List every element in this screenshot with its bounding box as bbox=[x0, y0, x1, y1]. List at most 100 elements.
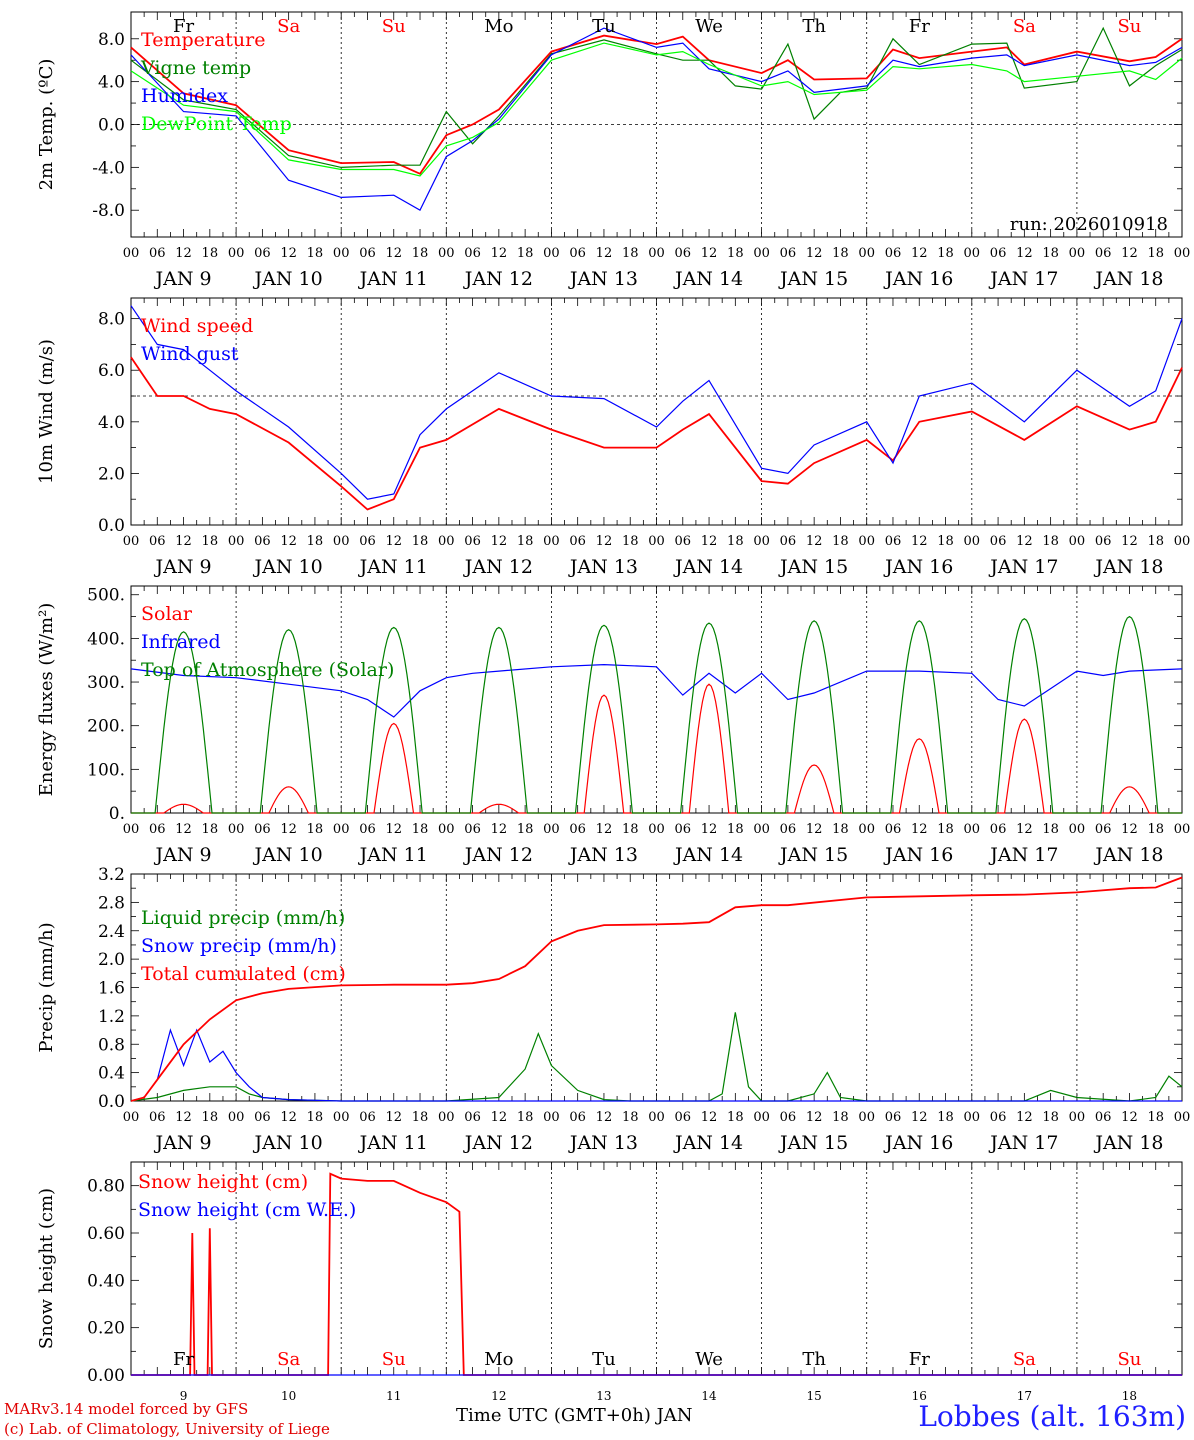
date-label: JAN 13 bbox=[568, 844, 638, 866]
hour-tick-label: 00 bbox=[543, 246, 560, 261]
hour-tick-label: 12 bbox=[1121, 534, 1138, 549]
panel-temp bbox=[130, 11, 1183, 238]
date-label: JAN 11 bbox=[358, 1132, 428, 1154]
weekday-label: Th bbox=[802, 16, 826, 37]
hour-tick-label: 06 bbox=[885, 1110, 902, 1125]
hour-tick-label: 00 bbox=[753, 534, 770, 549]
hour-tick-label: 06 bbox=[569, 534, 586, 549]
hour-tick-label: 00 bbox=[123, 822, 140, 837]
hour-tick-label: 00 bbox=[858, 1110, 875, 1125]
precip-ytick-label: 3.2 bbox=[98, 865, 125, 885]
weekday-label: Su bbox=[382, 1349, 406, 1370]
hour-tick-label: 12 bbox=[491, 246, 508, 261]
location-title: Lobbes (alt. 163m) bbox=[918, 1400, 1186, 1433]
hour-tick-label: 12 bbox=[806, 822, 823, 837]
hour-tick-label: 12 bbox=[385, 246, 402, 261]
hour-tick-label: 12 bbox=[280, 534, 297, 549]
hour-tick-label: 18 bbox=[412, 246, 429, 261]
hour-tick-label: 18 bbox=[517, 822, 534, 837]
date-label: JAN 18 bbox=[1093, 268, 1163, 290]
hour-tick-label: 06 bbox=[1095, 534, 1112, 549]
hour-tick-label: 12 bbox=[1121, 246, 1138, 261]
hour-tick-label: 06 bbox=[254, 534, 271, 549]
hour-tick-label: 00 bbox=[333, 822, 350, 837]
precip-y-axis-label: Precip (mm/h) bbox=[36, 922, 57, 1052]
hour-tick-label: 18 bbox=[412, 1110, 429, 1125]
hour-tick-label: 18 bbox=[307, 822, 324, 837]
hour-tick-label: 12 bbox=[280, 822, 297, 837]
flux-series-0 bbox=[131, 683, 1182, 814]
weekday-label: Su bbox=[1117, 16, 1141, 37]
hour-tick-label: 06 bbox=[254, 246, 271, 261]
precip-series-1 bbox=[130, 1028, 1182, 1102]
snow-ytick-label: 0.00 bbox=[87, 1366, 125, 1386]
hour-tick-label: 18 bbox=[622, 534, 639, 549]
temp-legend-2: Humidex bbox=[141, 85, 228, 107]
hour-tick-label: 00 bbox=[648, 534, 665, 549]
temp-ytick-label: -8.0 bbox=[92, 201, 125, 221]
wind-series-1 bbox=[130, 305, 1183, 500]
hour-tick-label: 12 bbox=[596, 534, 613, 549]
day-number-label: 14 bbox=[701, 1389, 717, 1403]
hour-tick-label: 12 bbox=[911, 534, 928, 549]
hour-tick-label: 12 bbox=[1121, 1110, 1138, 1125]
hour-tick-label: 18 bbox=[937, 822, 954, 837]
precip-ytick-label: 1.6 bbox=[98, 979, 125, 999]
hour-tick-label: 06 bbox=[885, 246, 902, 261]
hour-tick-label: 18 bbox=[622, 822, 639, 837]
weekday-label: Tu bbox=[592, 16, 616, 37]
hour-tick-label: 12 bbox=[1016, 822, 1033, 837]
hour-tick-label: 06 bbox=[569, 246, 586, 261]
hour-tick-label: 06 bbox=[569, 1110, 586, 1125]
day-number-label: 12 bbox=[491, 1389, 506, 1403]
hour-tick-label: 00 bbox=[228, 534, 245, 549]
flux-y-axis-label: Energy fluxes (W/m²) bbox=[36, 603, 57, 797]
hour-tick-label: 12 bbox=[491, 534, 508, 549]
temp-legend-0: Temperature bbox=[141, 29, 265, 51]
panel-snow bbox=[130, 1161, 1183, 1376]
hour-tick-label: 12 bbox=[491, 1110, 508, 1125]
precip-legend-0: Liquid precip (mm/h) bbox=[141, 907, 345, 929]
hour-tick-label: 06 bbox=[1095, 822, 1112, 837]
precip-ytick-label: 2.8 bbox=[98, 893, 125, 913]
weekday-label: We bbox=[695, 16, 723, 37]
hour-tick-label: 00 bbox=[123, 1110, 140, 1125]
temp-series-0 bbox=[130, 34, 1183, 175]
precip-legend-2: Total cumulated (cm) bbox=[141, 963, 346, 985]
flux-ytick-label: 0. bbox=[109, 804, 125, 824]
snow-ytick-label: 0.60 bbox=[87, 1224, 125, 1244]
date-label: JAN 11 bbox=[358, 844, 428, 866]
snow-legend-1: Snow height (cm W.E.) bbox=[138, 1199, 356, 1221]
hour-tick-label: 00 bbox=[333, 534, 350, 549]
hour-tick-label: 00 bbox=[1174, 534, 1191, 549]
day-number-label: 9 bbox=[180, 1389, 188, 1403]
hour-tick-label: 12 bbox=[806, 246, 823, 261]
date-label: JAN 15 bbox=[778, 1132, 848, 1154]
hour-tick-label: 18 bbox=[202, 1110, 219, 1125]
day-number-label: 17 bbox=[1017, 1389, 1032, 1403]
snow-legend-0: Snow height (cm) bbox=[138, 1171, 308, 1193]
flux-legend-0: Solar bbox=[141, 603, 193, 625]
weekday-label: Sa bbox=[1013, 1349, 1036, 1370]
date-label: JAN 9 bbox=[154, 268, 212, 290]
flux-series-1 bbox=[130, 663, 1183, 718]
weekday-label: Fr bbox=[909, 16, 930, 37]
hour-tick-label: 18 bbox=[937, 246, 954, 261]
date-label: JAN 14 bbox=[673, 844, 743, 866]
wind-frame bbox=[130, 297, 1183, 526]
hour-tick-label: 06 bbox=[569, 822, 586, 837]
hour-tick-label: 18 bbox=[1147, 1110, 1164, 1125]
hour-tick-label: 06 bbox=[675, 1110, 692, 1125]
hour-tick-label: 18 bbox=[832, 534, 849, 549]
date-label: JAN 12 bbox=[463, 268, 533, 290]
date-label: JAN 11 bbox=[358, 556, 428, 578]
date-label: JAN 10 bbox=[253, 556, 323, 578]
date-label: JAN 18 bbox=[1093, 556, 1163, 578]
hour-tick-label: 06 bbox=[780, 822, 797, 837]
hour-tick-label: 12 bbox=[385, 822, 402, 837]
hour-tick-label: 00 bbox=[1174, 822, 1191, 837]
hour-tick-label: 00 bbox=[964, 822, 981, 837]
hour-tick-label: 06 bbox=[990, 1110, 1007, 1125]
weekday-label: We bbox=[695, 1349, 723, 1370]
